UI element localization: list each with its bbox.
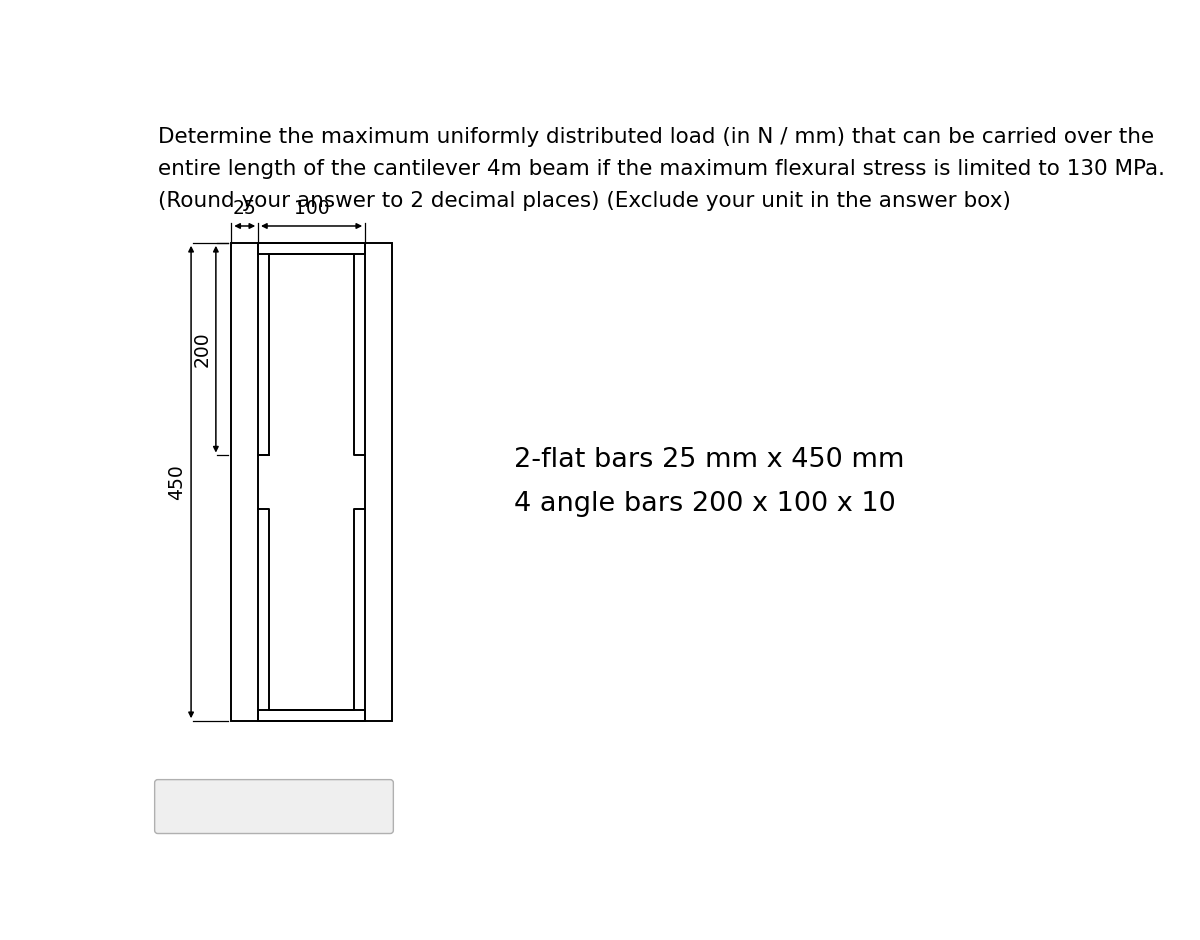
Text: entire length of the cantilever 4m beam if the maximum flexural stress is limite: entire length of the cantilever 4m beam … [157, 159, 1165, 179]
Bar [232, 243, 258, 721]
Text: 25: 25 [233, 198, 257, 217]
Text: 450: 450 [168, 464, 186, 500]
Bar [365, 243, 391, 721]
Text: 4 angle bars 200 x 100 x 10: 4 angle bars 200 x 100 x 10 [515, 491, 896, 517]
Text: 2-flat bars 25 mm x 450 mm: 2-flat bars 25 mm x 450 mm [515, 447, 905, 474]
Text: Determine the maximum uniformly distributed load (in N / mm) that can be carried: Determine the maximum uniformly distribu… [157, 127, 1154, 147]
Text: 200: 200 [192, 332, 211, 367]
Text: 100: 100 [294, 198, 329, 217]
FancyBboxPatch shape [155, 779, 394, 834]
Text: (Round your answer to 2 decimal places) (Exclude your unit in the answer box): (Round your answer to 2 decimal places) … [157, 192, 1010, 212]
